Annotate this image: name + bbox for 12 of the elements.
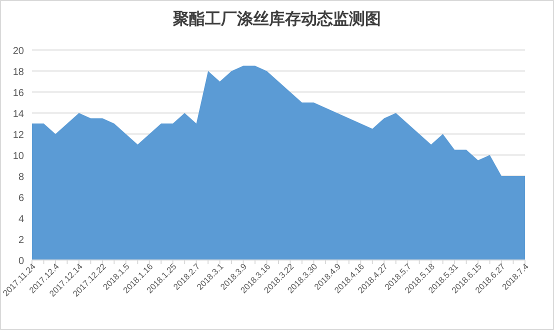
y-tick-label: 18: [12, 67, 24, 78]
y-tick-label: 4: [18, 214, 24, 225]
y-tick-label: 6: [18, 193, 24, 204]
y-tick-label: 12: [12, 130, 24, 141]
y-tick-label: 8: [18, 172, 24, 183]
y-tick-label: 2: [18, 235, 24, 246]
y-tick-label: 16: [12, 88, 24, 99]
chart-title: 聚酯工厂涤丝库存动态监测图: [172, 10, 381, 28]
y-tick-label: 10: [12, 151, 24, 162]
y-tick-label: 0: [18, 256, 24, 267]
y-tick-label: 14: [12, 109, 24, 120]
y-tick-label: 20: [12, 46, 24, 57]
